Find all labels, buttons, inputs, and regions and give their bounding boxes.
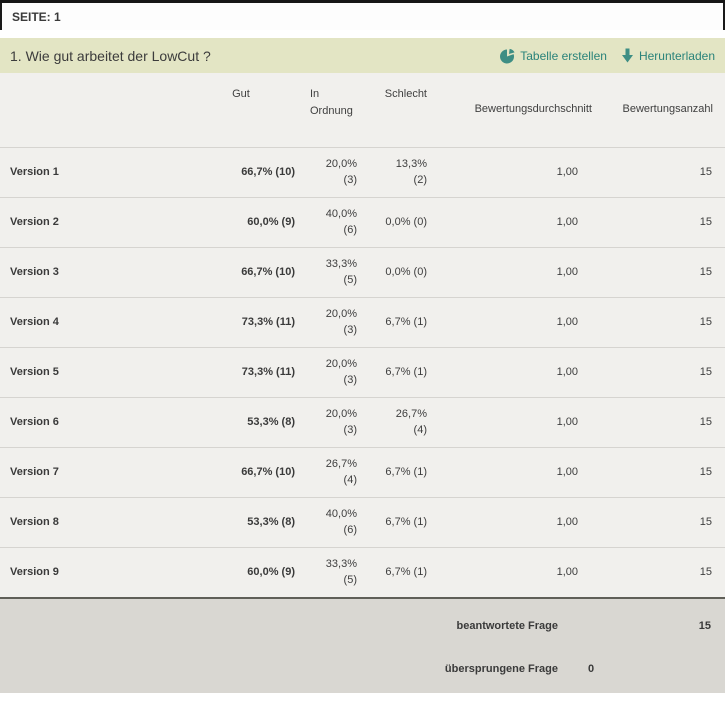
spacer bbox=[0, 30, 725, 38]
cell-in-ordnung: 40,0% (6) bbox=[325, 508, 357, 536]
table-row: Version 6 53,3% (8) 20,0% (3) 26,7% (4) … bbox=[0, 397, 725, 447]
table-row: Version 3 66,7% (10) 33,3% (5) 0,0% (0) … bbox=[0, 247, 725, 297]
cell-bewertungsdurchschnitt: 1,00 bbox=[556, 216, 578, 228]
column-header-gut: Gut bbox=[232, 88, 250, 100]
cell-schlecht: 0,0% (0) bbox=[385, 266, 427, 278]
cell-gut: 73,3% (11) bbox=[241, 366, 295, 378]
cell-bewertungsdurchschnitt: 1,00 bbox=[556, 416, 578, 428]
cell-bewertungsanzahl: 15 bbox=[699, 516, 712, 528]
row-label: Version 1 bbox=[10, 166, 59, 178]
column-header-in-ordnung: In Ordnung bbox=[310, 88, 353, 117]
table-row: Version 9 60,0% (9) 33,3% (5) 6,7% (1) 1… bbox=[0, 547, 725, 597]
skipped-label: übersprungene Frage bbox=[444, 662, 558, 675]
cell-schlecht: 6,7% (1) bbox=[385, 366, 427, 378]
cell-bewertungsanzahl: 15 bbox=[699, 316, 712, 328]
cell-in-ordnung: 20,0% (3) bbox=[325, 408, 357, 436]
skipped-value: 0 bbox=[588, 662, 595, 675]
cell-in-ordnung: 33,3% (5) bbox=[325, 258, 357, 286]
download-label: Herunterladen bbox=[638, 48, 715, 63]
cell-schlecht: 6,7% (1) bbox=[385, 316, 427, 328]
page-indicator-label: SEITE: 1 bbox=[12, 9, 61, 24]
cell-in-ordnung: 20,0% (3) bbox=[325, 308, 357, 336]
row-label: Version 9 bbox=[10, 566, 59, 579]
header-actions: Tabelle erstellen Herunterladen bbox=[499, 48, 715, 64]
pie-chart-icon bbox=[499, 48, 515, 64]
cell-bewertungsdurchschnitt: 1,00 bbox=[556, 516, 578, 528]
cell-schlecht: 6,7% (1) bbox=[385, 516, 427, 528]
row-label: Version 5 bbox=[10, 366, 59, 378]
cell-schlecht: 13,3% (2) bbox=[395, 158, 427, 186]
question-title: 1. Wie gut arbeitet der LowCut ? bbox=[10, 47, 211, 64]
cell-gut: 66,7% (10) bbox=[241, 266, 295, 278]
row-label: Version 7 bbox=[10, 466, 59, 478]
cell-schlecht: 0,0% (0) bbox=[385, 216, 427, 228]
cell-bewertungsdurchschnitt: 1,00 bbox=[556, 466, 578, 478]
row-label: Version 6 bbox=[10, 416, 59, 428]
cell-bewertungsanzahl: 15 bbox=[699, 366, 712, 378]
cell-bewertungsdurchschnitt: 1,00 bbox=[556, 266, 578, 278]
table-row: Version 8 53,3% (8) 40,0% (6) 6,7% (1) 1… bbox=[0, 497, 725, 547]
cell-gut: 60,0% (9) bbox=[247, 216, 295, 228]
answered-label: beantwortete Frage bbox=[456, 619, 558, 632]
summary-footer: beantwortete Frage 15 übersprungene Frag… bbox=[0, 597, 725, 693]
answered-value: 15 bbox=[698, 619, 711, 632]
results-table: Gut In Ordnung Schlecht Bewertungsdurchs… bbox=[0, 73, 725, 597]
create-chart-link[interactable]: Tabelle erstellen bbox=[499, 48, 607, 64]
cell-bewertungsanzahl: 15 bbox=[699, 166, 712, 178]
column-header-bewertungsdurchschnitt: Bewertungsdurchschnitt bbox=[474, 103, 592, 116]
answered-row: beantwortete Frage 15 bbox=[0, 604, 725, 647]
cell-gut: 66,7% (10) bbox=[241, 166, 295, 178]
cell-bewertungsanzahl: 15 bbox=[699, 216, 712, 228]
cell-bewertungsdurchschnitt: 1,00 bbox=[556, 316, 578, 328]
skipped-row: übersprungene Frage 0 bbox=[0, 647, 725, 690]
cell-gut: 60,0% (9) bbox=[247, 566, 295, 579]
cell-in-ordnung: 20,0% (3) bbox=[325, 358, 357, 386]
table-row: Version 5 73,3% (11) 20,0% (3) 6,7% (1) … bbox=[0, 347, 725, 397]
column-header-label bbox=[0, 73, 185, 147]
cell-in-ordnung: 26,7% (4) bbox=[325, 458, 357, 486]
cell-bewertungsanzahl: 15 bbox=[699, 466, 712, 478]
cell-schlecht: 26,7% (4) bbox=[395, 408, 427, 436]
table-row: Version 7 66,7% (10) 26,7% (4) 6,7% (1) … bbox=[0, 447, 725, 497]
column-header-bewertungsanzahl: Bewertungsanzahl bbox=[622, 103, 713, 116]
row-label: Version 4 bbox=[10, 316, 59, 328]
download-arrow-icon bbox=[621, 48, 634, 63]
cell-bewertungsanzahl: 15 bbox=[699, 416, 712, 428]
cell-in-ordnung: 40,0% (6) bbox=[325, 208, 357, 236]
cell-gut: 66,7% (10) bbox=[241, 466, 295, 478]
cell-schlecht: 6,7% (1) bbox=[385, 466, 427, 478]
cell-bewertungsdurchschnitt: 1,00 bbox=[556, 166, 578, 178]
row-label: Version 8 bbox=[10, 516, 59, 528]
cell-gut: 73,3% (11) bbox=[241, 316, 295, 328]
cell-bewertungsdurchschnitt: 1,00 bbox=[556, 566, 578, 579]
page-indicator-bar: SEITE: 1 bbox=[0, 3, 725, 30]
cell-gut: 53,3% (8) bbox=[247, 516, 295, 528]
download-link[interactable]: Herunterladen bbox=[621, 48, 715, 63]
cell-in-ordnung: 20,0% (3) bbox=[325, 158, 357, 186]
row-label: Version 3 bbox=[10, 266, 59, 278]
cell-bewertungsanzahl: 15 bbox=[699, 566, 712, 579]
cell-schlecht: 6,7% (1) bbox=[385, 566, 427, 579]
table-header-row: Gut In Ordnung Schlecht Bewertungsdurchs… bbox=[0, 73, 725, 147]
cell-gut: 53,3% (8) bbox=[247, 416, 295, 428]
table-row: Version 4 73,3% (11) 20,0% (3) 6,7% (1) … bbox=[0, 297, 725, 347]
cell-bewertungsdurchschnitt: 1,00 bbox=[556, 366, 578, 378]
row-label: Version 2 bbox=[10, 216, 59, 228]
create-chart-label: Tabelle erstellen bbox=[520, 48, 607, 63]
top-border bbox=[0, 0, 725, 3]
column-header-schlecht: Schlecht bbox=[384, 88, 427, 100]
table-row: Version 1 66,7% (10) 20,0% (3) 13,3% (2)… bbox=[0, 147, 725, 197]
cell-in-ordnung: 33,3% (5) bbox=[325, 558, 357, 587]
question-header: 1. Wie gut arbeitet der LowCut ? Tabelle… bbox=[0, 38, 725, 73]
table-row: Version 2 60,0% (9) 40,0% (6) 0,0% (0) 1… bbox=[0, 197, 725, 247]
cell-bewertungsanzahl: 15 bbox=[699, 266, 712, 278]
